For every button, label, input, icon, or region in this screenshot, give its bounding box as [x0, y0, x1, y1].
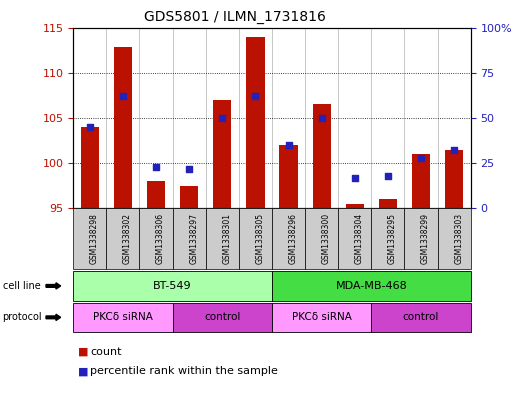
Text: ■: ■ [78, 347, 89, 357]
Point [350, 174, 359, 181]
Text: GDS5801 / ILMN_1731816: GDS5801 / ILMN_1731816 [144, 10, 326, 24]
Text: PKCδ siRNA: PKCδ siRNA [93, 312, 153, 322]
Bar [147, 181, 165, 208]
Text: GSM1338303: GSM1338303 [454, 213, 463, 264]
Text: GSM1338299: GSM1338299 [421, 213, 430, 264]
Point [417, 154, 425, 161]
Text: GSM1338302: GSM1338302 [123, 213, 132, 264]
Text: BT-549: BT-549 [153, 281, 192, 291]
Bar [279, 145, 298, 208]
Bar [445, 149, 463, 208]
Text: percentile rank within the sample: percentile rank within the sample [90, 366, 278, 376]
Bar [114, 48, 132, 208]
Text: cell line: cell line [3, 281, 40, 291]
Point [185, 165, 194, 172]
Bar [246, 37, 265, 208]
Text: GSM1338295: GSM1338295 [388, 213, 397, 264]
Text: GSM1338296: GSM1338296 [289, 213, 298, 264]
Bar [313, 104, 331, 208]
Point [86, 124, 94, 130]
Bar [412, 154, 430, 208]
Point [317, 115, 326, 121]
Point [384, 173, 392, 179]
Text: control: control [204, 312, 241, 322]
Point [119, 93, 127, 99]
Text: GSM1338301: GSM1338301 [222, 213, 231, 264]
Text: GSM1338300: GSM1338300 [322, 213, 331, 264]
Text: control: control [403, 312, 439, 322]
Point [152, 163, 160, 170]
Point [450, 147, 458, 154]
Bar [180, 185, 198, 208]
Text: PKCδ siRNA: PKCδ siRNA [292, 312, 351, 322]
Text: GSM1338306: GSM1338306 [156, 213, 165, 264]
Point [285, 142, 293, 148]
Bar [379, 199, 397, 208]
Bar [81, 127, 99, 208]
Text: protocol: protocol [3, 312, 42, 322]
Text: ■: ■ [78, 366, 89, 376]
Text: GSM1338305: GSM1338305 [255, 213, 265, 264]
Text: GSM1338304: GSM1338304 [355, 213, 364, 264]
Text: GSM1338298: GSM1338298 [90, 213, 99, 264]
Text: MDA-MB-468: MDA-MB-468 [335, 281, 407, 291]
Point [218, 115, 226, 121]
Bar [213, 100, 231, 208]
Text: count: count [90, 347, 121, 357]
Text: GSM1338297: GSM1338297 [189, 213, 198, 264]
Bar [346, 204, 364, 208]
Point [251, 93, 259, 99]
